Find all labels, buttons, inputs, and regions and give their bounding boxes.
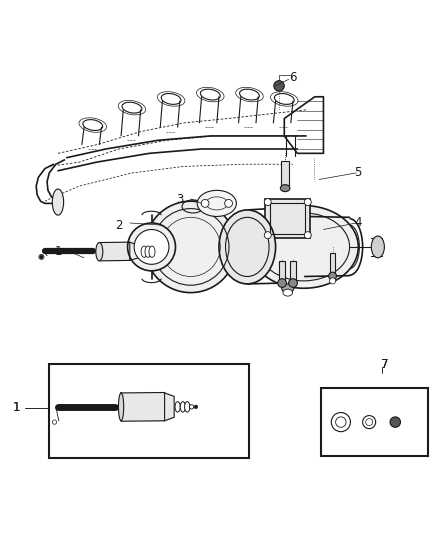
Ellipse shape: [145, 246, 151, 257]
Ellipse shape: [304, 199, 311, 206]
Text: 6: 6: [289, 71, 297, 84]
Ellipse shape: [289, 279, 297, 287]
Ellipse shape: [52, 189, 64, 215]
Ellipse shape: [363, 416, 376, 429]
Ellipse shape: [201, 199, 209, 207]
Ellipse shape: [280, 184, 290, 192]
Ellipse shape: [194, 405, 198, 409]
Ellipse shape: [274, 80, 284, 91]
Bar: [281, 161, 289, 184]
Ellipse shape: [264, 199, 271, 206]
Ellipse shape: [328, 272, 336, 280]
Text: 1: 1: [13, 401, 21, 415]
Bar: [270, 204, 305, 234]
Ellipse shape: [149, 246, 155, 257]
Ellipse shape: [118, 393, 124, 421]
Ellipse shape: [40, 255, 43, 259]
Ellipse shape: [39, 254, 44, 260]
Ellipse shape: [390, 417, 400, 427]
Ellipse shape: [189, 405, 194, 409]
Ellipse shape: [331, 413, 350, 432]
Bar: [279, 261, 285, 282]
Ellipse shape: [278, 279, 286, 287]
Text: 1: 1: [54, 245, 62, 258]
Bar: [265, 199, 311, 238]
Ellipse shape: [197, 190, 237, 216]
Ellipse shape: [329, 278, 336, 284]
Text: 5: 5: [355, 166, 362, 180]
Polygon shape: [130, 242, 138, 261]
Ellipse shape: [283, 289, 293, 296]
Ellipse shape: [282, 284, 294, 293]
Ellipse shape: [127, 223, 176, 271]
Ellipse shape: [52, 420, 57, 424]
Ellipse shape: [145, 201, 237, 293]
Ellipse shape: [250, 206, 358, 288]
Text: 7: 7: [381, 358, 388, 371]
Ellipse shape: [304, 232, 311, 239]
Ellipse shape: [219, 210, 276, 284]
Ellipse shape: [264, 232, 271, 239]
Bar: [330, 254, 335, 275]
Text: 2: 2: [115, 219, 123, 232]
Polygon shape: [99, 242, 130, 261]
Text: 1: 1: [13, 401, 21, 415]
Bar: [290, 261, 296, 282]
Ellipse shape: [371, 236, 385, 258]
Text: 7: 7: [381, 358, 388, 371]
Ellipse shape: [180, 402, 185, 412]
Bar: [321, 389, 428, 456]
Ellipse shape: [175, 402, 180, 412]
Ellipse shape: [96, 243, 103, 261]
Ellipse shape: [141, 246, 147, 257]
Text: 3: 3: [176, 192, 184, 206]
Ellipse shape: [134, 230, 169, 264]
Ellipse shape: [185, 402, 190, 412]
Polygon shape: [121, 392, 165, 421]
Ellipse shape: [225, 199, 233, 207]
Text: 4: 4: [354, 216, 362, 230]
Polygon shape: [165, 393, 174, 421]
Bar: [49, 365, 250, 458]
